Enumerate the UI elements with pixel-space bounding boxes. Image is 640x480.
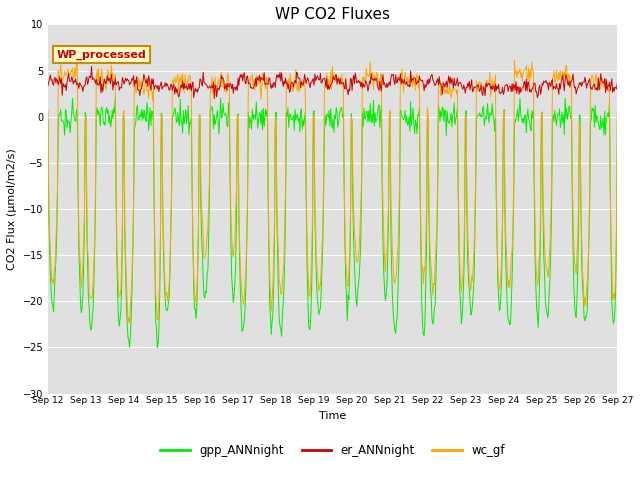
Y-axis label: CO2 Flux (μmol/m2/s): CO2 Flux (μmol/m2/s) [7, 148, 17, 270]
Text: WP_processed: WP_processed [56, 50, 147, 60]
X-axis label: Time: Time [319, 411, 346, 421]
Legend: gpp_ANNnight, er_ANNnight, wc_gf: gpp_ANNnight, er_ANNnight, wc_gf [156, 439, 509, 461]
Title: WP CO2 Fluxes: WP CO2 Fluxes [275, 7, 390, 22]
